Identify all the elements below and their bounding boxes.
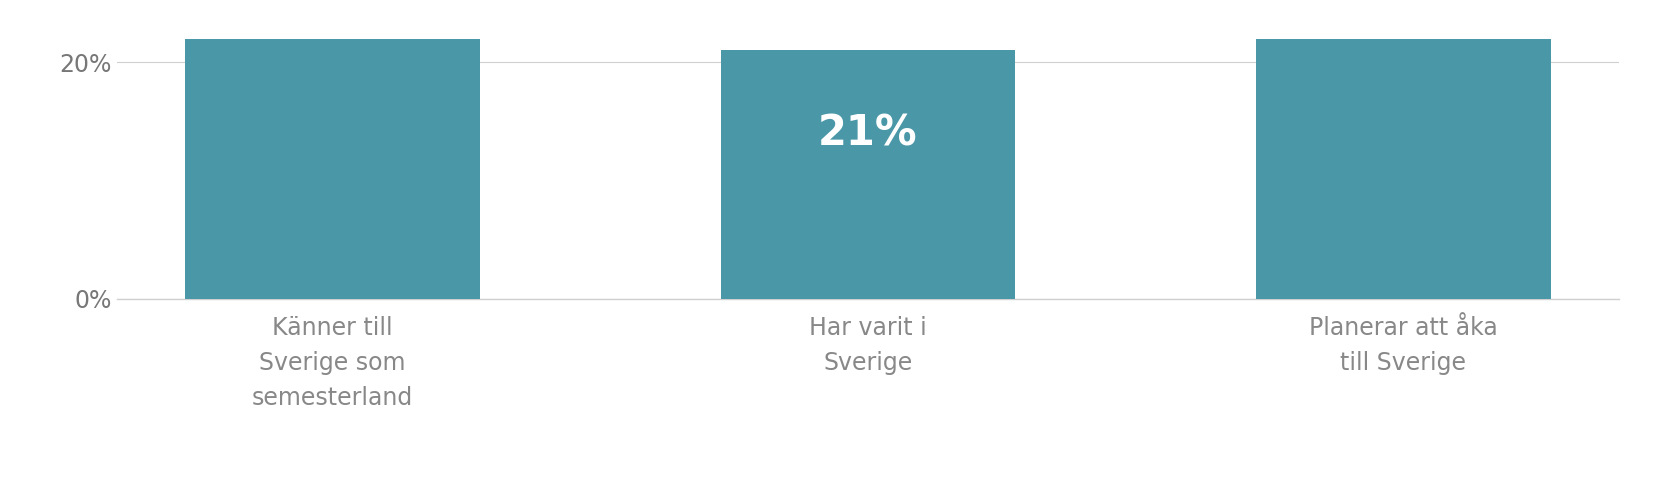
- Bar: [185, 0, 479, 299]
- Bar: [1257, 0, 1551, 299]
- Bar: [721, 51, 1015, 299]
- Text: 21%: 21%: [818, 112, 918, 154]
